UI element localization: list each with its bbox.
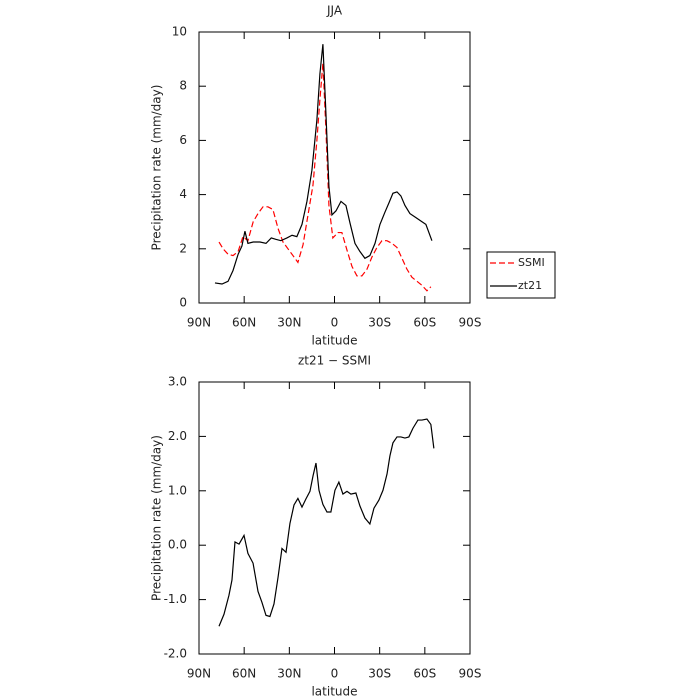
plot-frame	[198, 31, 471, 304]
y-tick-label: 0	[179, 296, 187, 310]
legend-label: zt21	[518, 279, 542, 292]
y-tick-label: -2.0	[164, 647, 187, 661]
x-tick-label: 0	[331, 667, 339, 681]
y-tick-label: 2	[179, 241, 187, 255]
x-tick-label: 60S	[413, 316, 436, 330]
y-tick-label: 2.0	[168, 429, 187, 443]
y-tick-label: 8	[179, 79, 187, 93]
y-tick-label: -1.0	[164, 592, 187, 606]
y-tick-label: 3.0	[168, 375, 187, 389]
chart-title: JJA	[326, 4, 343, 18]
x-tick-label: 90S	[459, 316, 482, 330]
x-tick-label: 30S	[368, 667, 391, 681]
x-tick-label: 90N	[187, 667, 211, 681]
x-tick-label: 30N	[277, 667, 301, 681]
y-tick-label: 10	[172, 25, 187, 39]
x-tick-label: 60N	[232, 667, 256, 681]
chart-title: zt21 − SSMI	[298, 354, 371, 368]
x-tick-label: 60S	[413, 667, 436, 681]
y-tick-label: 0.0	[168, 538, 187, 552]
data-line	[214, 44, 433, 285]
data-line	[218, 63, 432, 292]
x-tick-label: 90S	[459, 667, 482, 681]
x-tick-label: 90N	[187, 316, 211, 330]
x-tick-label: 30N	[277, 316, 301, 330]
y-tick-label: 6	[179, 133, 187, 147]
x-axis-label: latitude	[311, 685, 357, 699]
x-tick-label: 60N	[232, 316, 256, 330]
x-tick-label: 0	[331, 316, 339, 330]
x-tick-label: 30S	[368, 316, 391, 330]
legend-box	[486, 251, 556, 299]
y-tick-label: 4	[179, 187, 187, 201]
data-line	[218, 418, 435, 627]
y-axis-label: Precipitation rate (mm/day)	[150, 435, 164, 601]
x-axis-label: latitude	[311, 334, 357, 348]
legend-label: SSMI	[518, 256, 545, 269]
y-axis-label: Precipitation rate (mm/day)	[150, 85, 164, 251]
y-tick-label: 1.0	[168, 483, 187, 497]
